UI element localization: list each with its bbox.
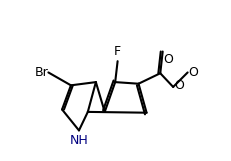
Text: F: F: [114, 45, 121, 58]
Text: O: O: [163, 53, 173, 66]
Text: NH: NH: [69, 134, 88, 147]
Text: O: O: [173, 79, 183, 92]
Text: O: O: [188, 66, 198, 79]
Text: Br: Br: [34, 66, 48, 79]
